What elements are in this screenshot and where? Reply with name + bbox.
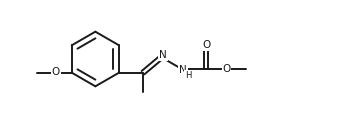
Text: O: O <box>52 67 60 77</box>
Text: N: N <box>179 65 187 75</box>
Text: H: H <box>185 71 191 80</box>
Text: O: O <box>222 64 230 74</box>
Text: O: O <box>202 40 210 50</box>
Text: N: N <box>159 50 167 60</box>
